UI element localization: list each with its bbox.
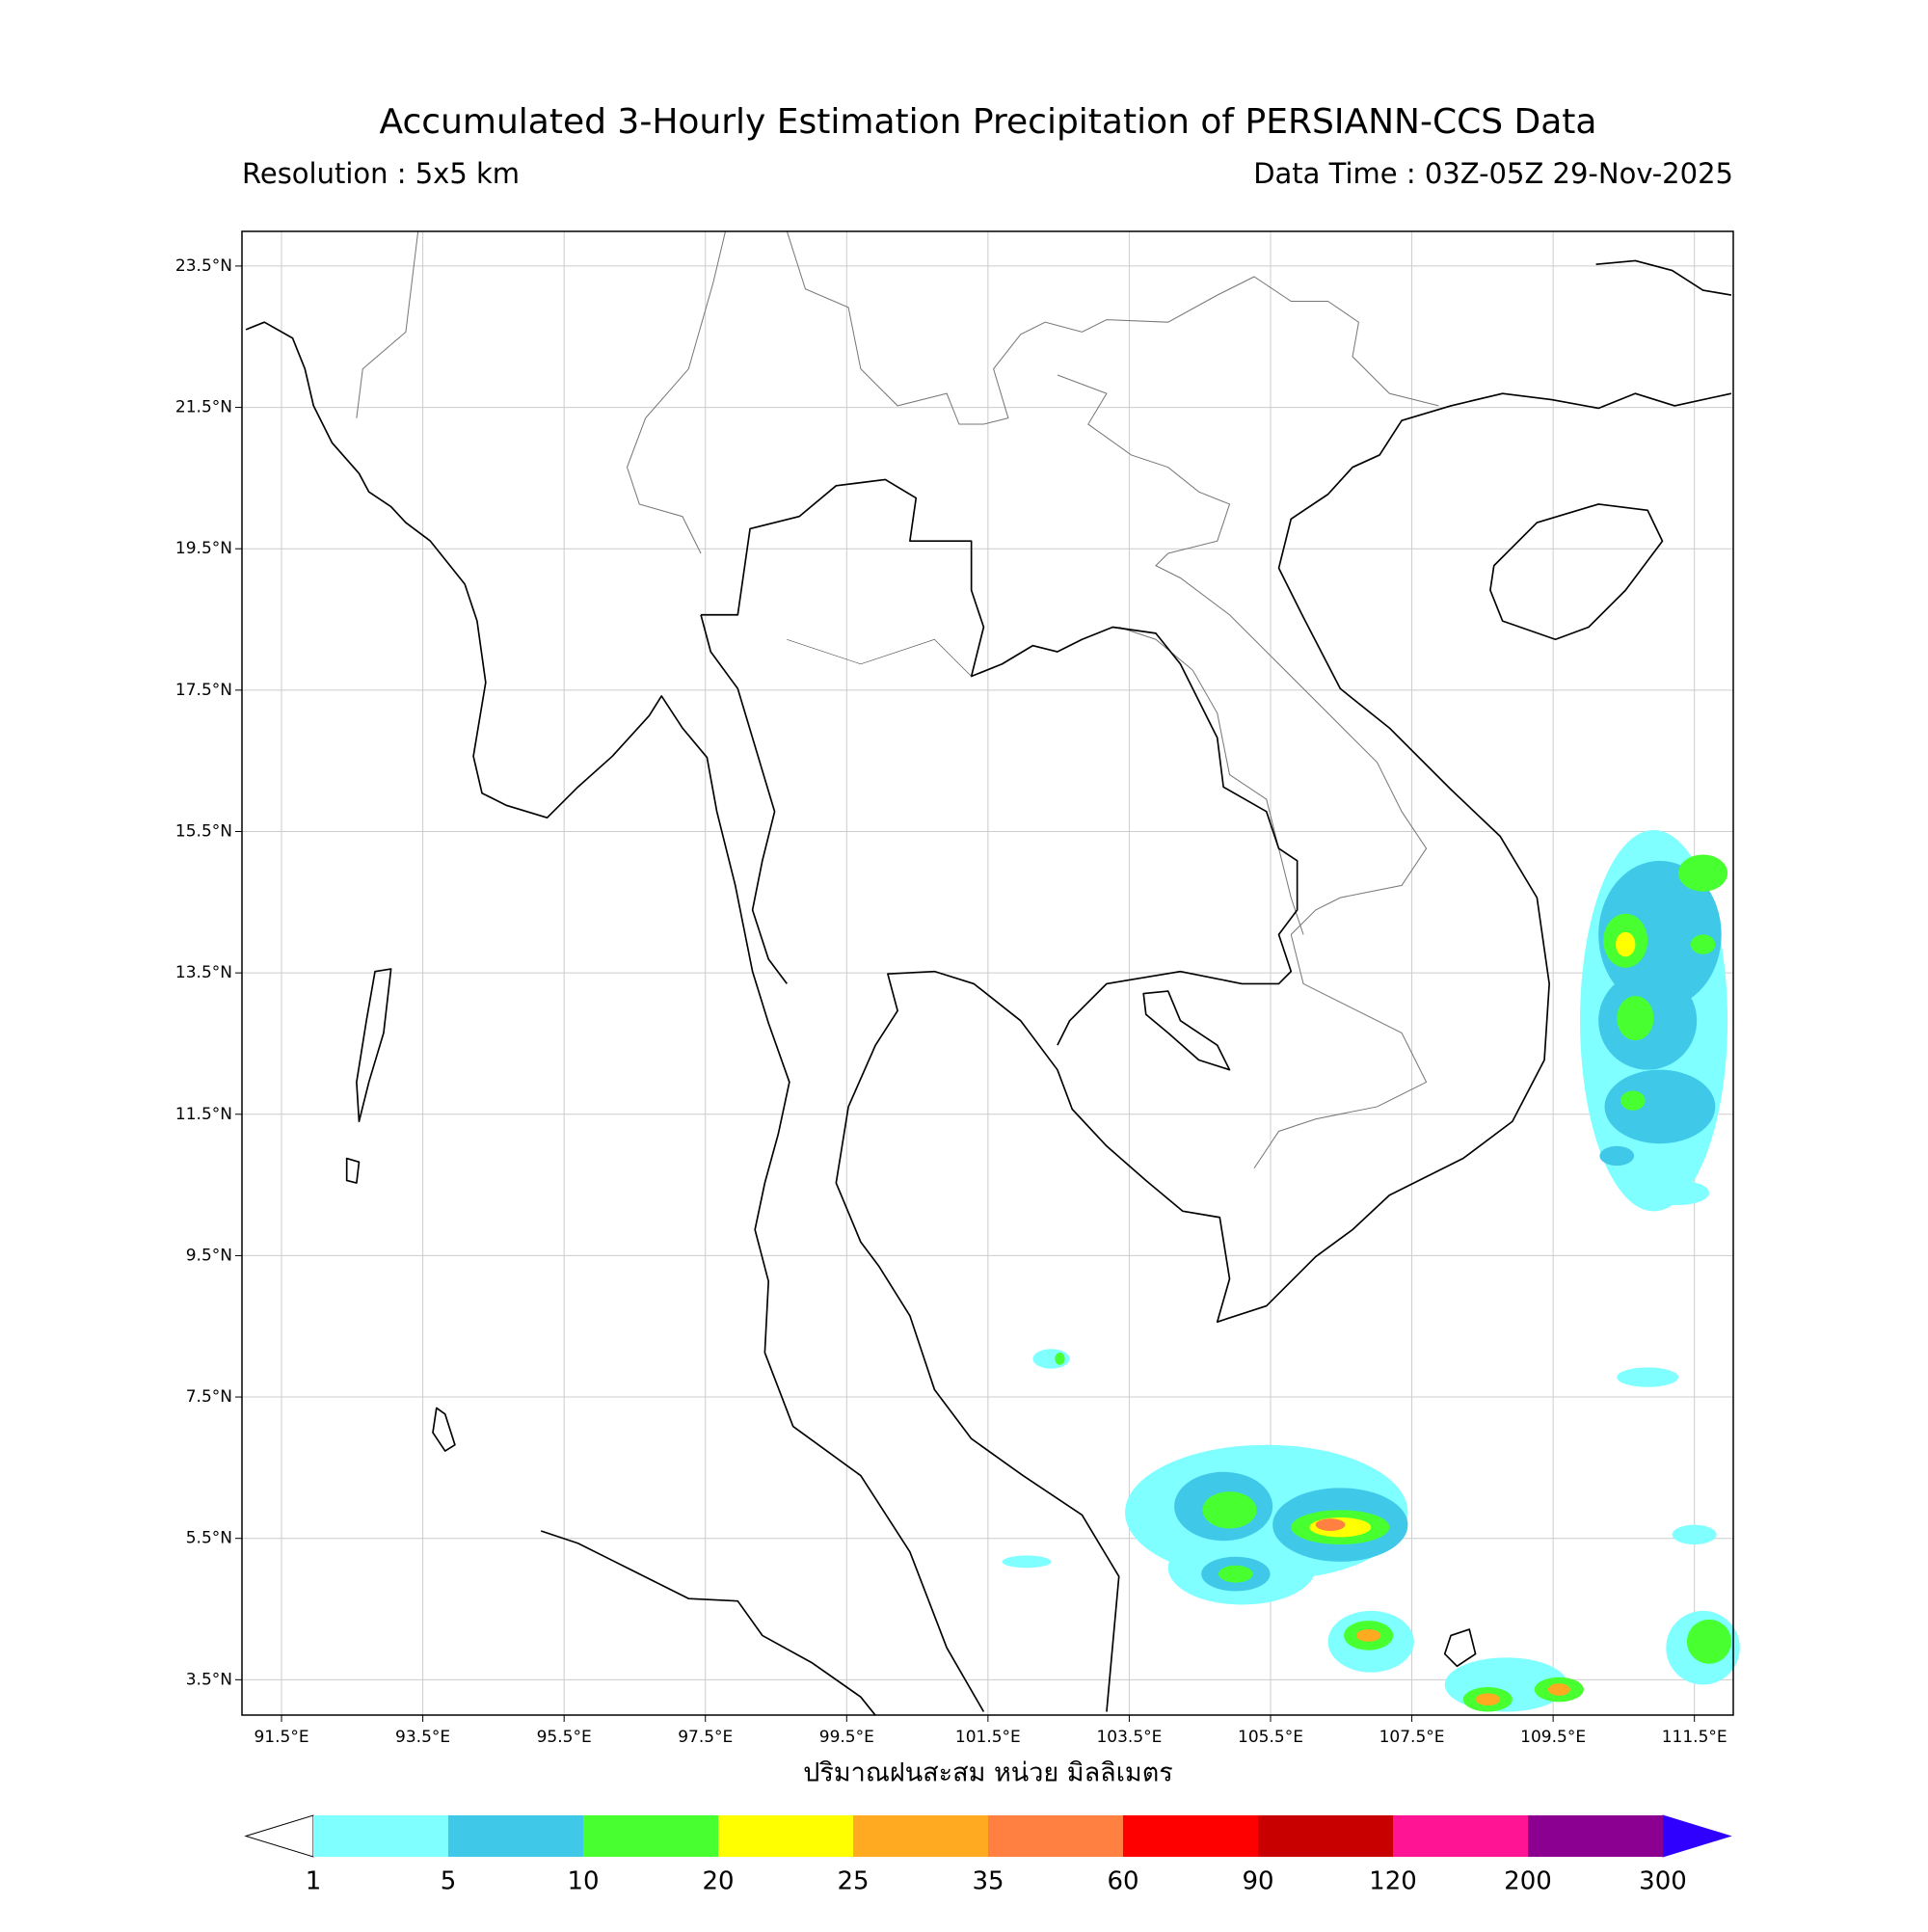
lon-tick-label: 103.5°E [1096, 1728, 1162, 1747]
lat-tick-label: 17.5°N [175, 681, 232, 700]
colorbar-tick-label: 25 [837, 1867, 869, 1896]
lat-tick-label: 11.5°N [175, 1105, 232, 1124]
colorbar-tick-label: 20 [702, 1867, 734, 1896]
colorbar-under [244, 1814, 314, 1858]
colorbar: 1 5 10 20 25 35 60 90 120 200 300 [244, 1814, 1732, 1896]
colorbar-tick-label: 5 [441, 1867, 457, 1896]
lon-tick-label: 91.5°E [254, 1728, 308, 1747]
lon-tick-label: 95.5°E [537, 1728, 592, 1747]
lon-tick-label: 101.5°E [955, 1728, 1021, 1747]
colorbar-segment [583, 1815, 718, 1857]
colorbar-segment [1393, 1815, 1528, 1857]
colorbar-segment [1528, 1815, 1663, 1857]
lat-tick-label: 15.5°N [175, 821, 232, 841]
lat-tick-label: 21.5°N [175, 398, 232, 417]
lat-tick-label: 19.5°N [175, 539, 232, 558]
lon-tick-label: 109.5°E [1520, 1728, 1586, 1747]
colorbar-tick-label: 90 [1242, 1867, 1273, 1896]
lon-tick-label: 97.5°E [678, 1728, 733, 1747]
lat-tick-label: 13.5°N [175, 963, 232, 982]
colorbar-segment [313, 1815, 448, 1857]
title: Accumulated 3-Hourly Estimation Precipit… [380, 102, 1597, 142]
colorbar-segment [988, 1815, 1123, 1857]
resolution: Resolution : 5x5 km [242, 157, 520, 190]
lon-tick-label: 105.5°E [1238, 1728, 1303, 1747]
colorbar-over [1662, 1814, 1732, 1858]
colorbar-segment [1258, 1815, 1393, 1857]
lat-tick-label: 9.5°N [186, 1246, 232, 1265]
colorbar-segment [718, 1815, 853, 1857]
grid [242, 231, 1733, 1715]
colorbar-tick-label: 1 [306, 1867, 322, 1896]
lat-tick-label: 23.5°N [175, 256, 232, 276]
lon-tick-label: 107.5°E [1379, 1728, 1445, 1747]
colorbar-tick-label: 10 [567, 1867, 599, 1896]
colorbar-tick-label: 200 [1504, 1867, 1552, 1896]
colorbar-segment [1123, 1815, 1258, 1857]
lat-tick-label: 5.5°N [186, 1529, 232, 1548]
colorbar-segment [853, 1815, 988, 1857]
lat-tick-label: 3.5°N [186, 1670, 232, 1689]
colorbar-label: ปริมาณฝนสะสม หน่วย มิลลิเมตร [803, 1758, 1173, 1788]
colorbar-tick-label: 120 [1369, 1867, 1417, 1896]
colorbar-tick-label: 60 [1107, 1867, 1138, 1896]
map-geometry [245, 230, 1740, 1716]
lon-tick-label: 111.5°E [1662, 1728, 1727, 1747]
data-time: Data Time : 03Z-05Z 29-Nov-2025 [1253, 157, 1733, 190]
lon-tick-label: 93.5°E [395, 1728, 450, 1747]
colorbar-tick-label: 35 [972, 1867, 1004, 1896]
precipitation [1002, 829, 1740, 1712]
lon-tick-label: 99.5°E [819, 1728, 874, 1747]
colorbar-segment [448, 1815, 583, 1857]
lat-tick-label: 7.5°N [186, 1387, 232, 1407]
colorbar-tick-label: 300 [1639, 1867, 1687, 1896]
